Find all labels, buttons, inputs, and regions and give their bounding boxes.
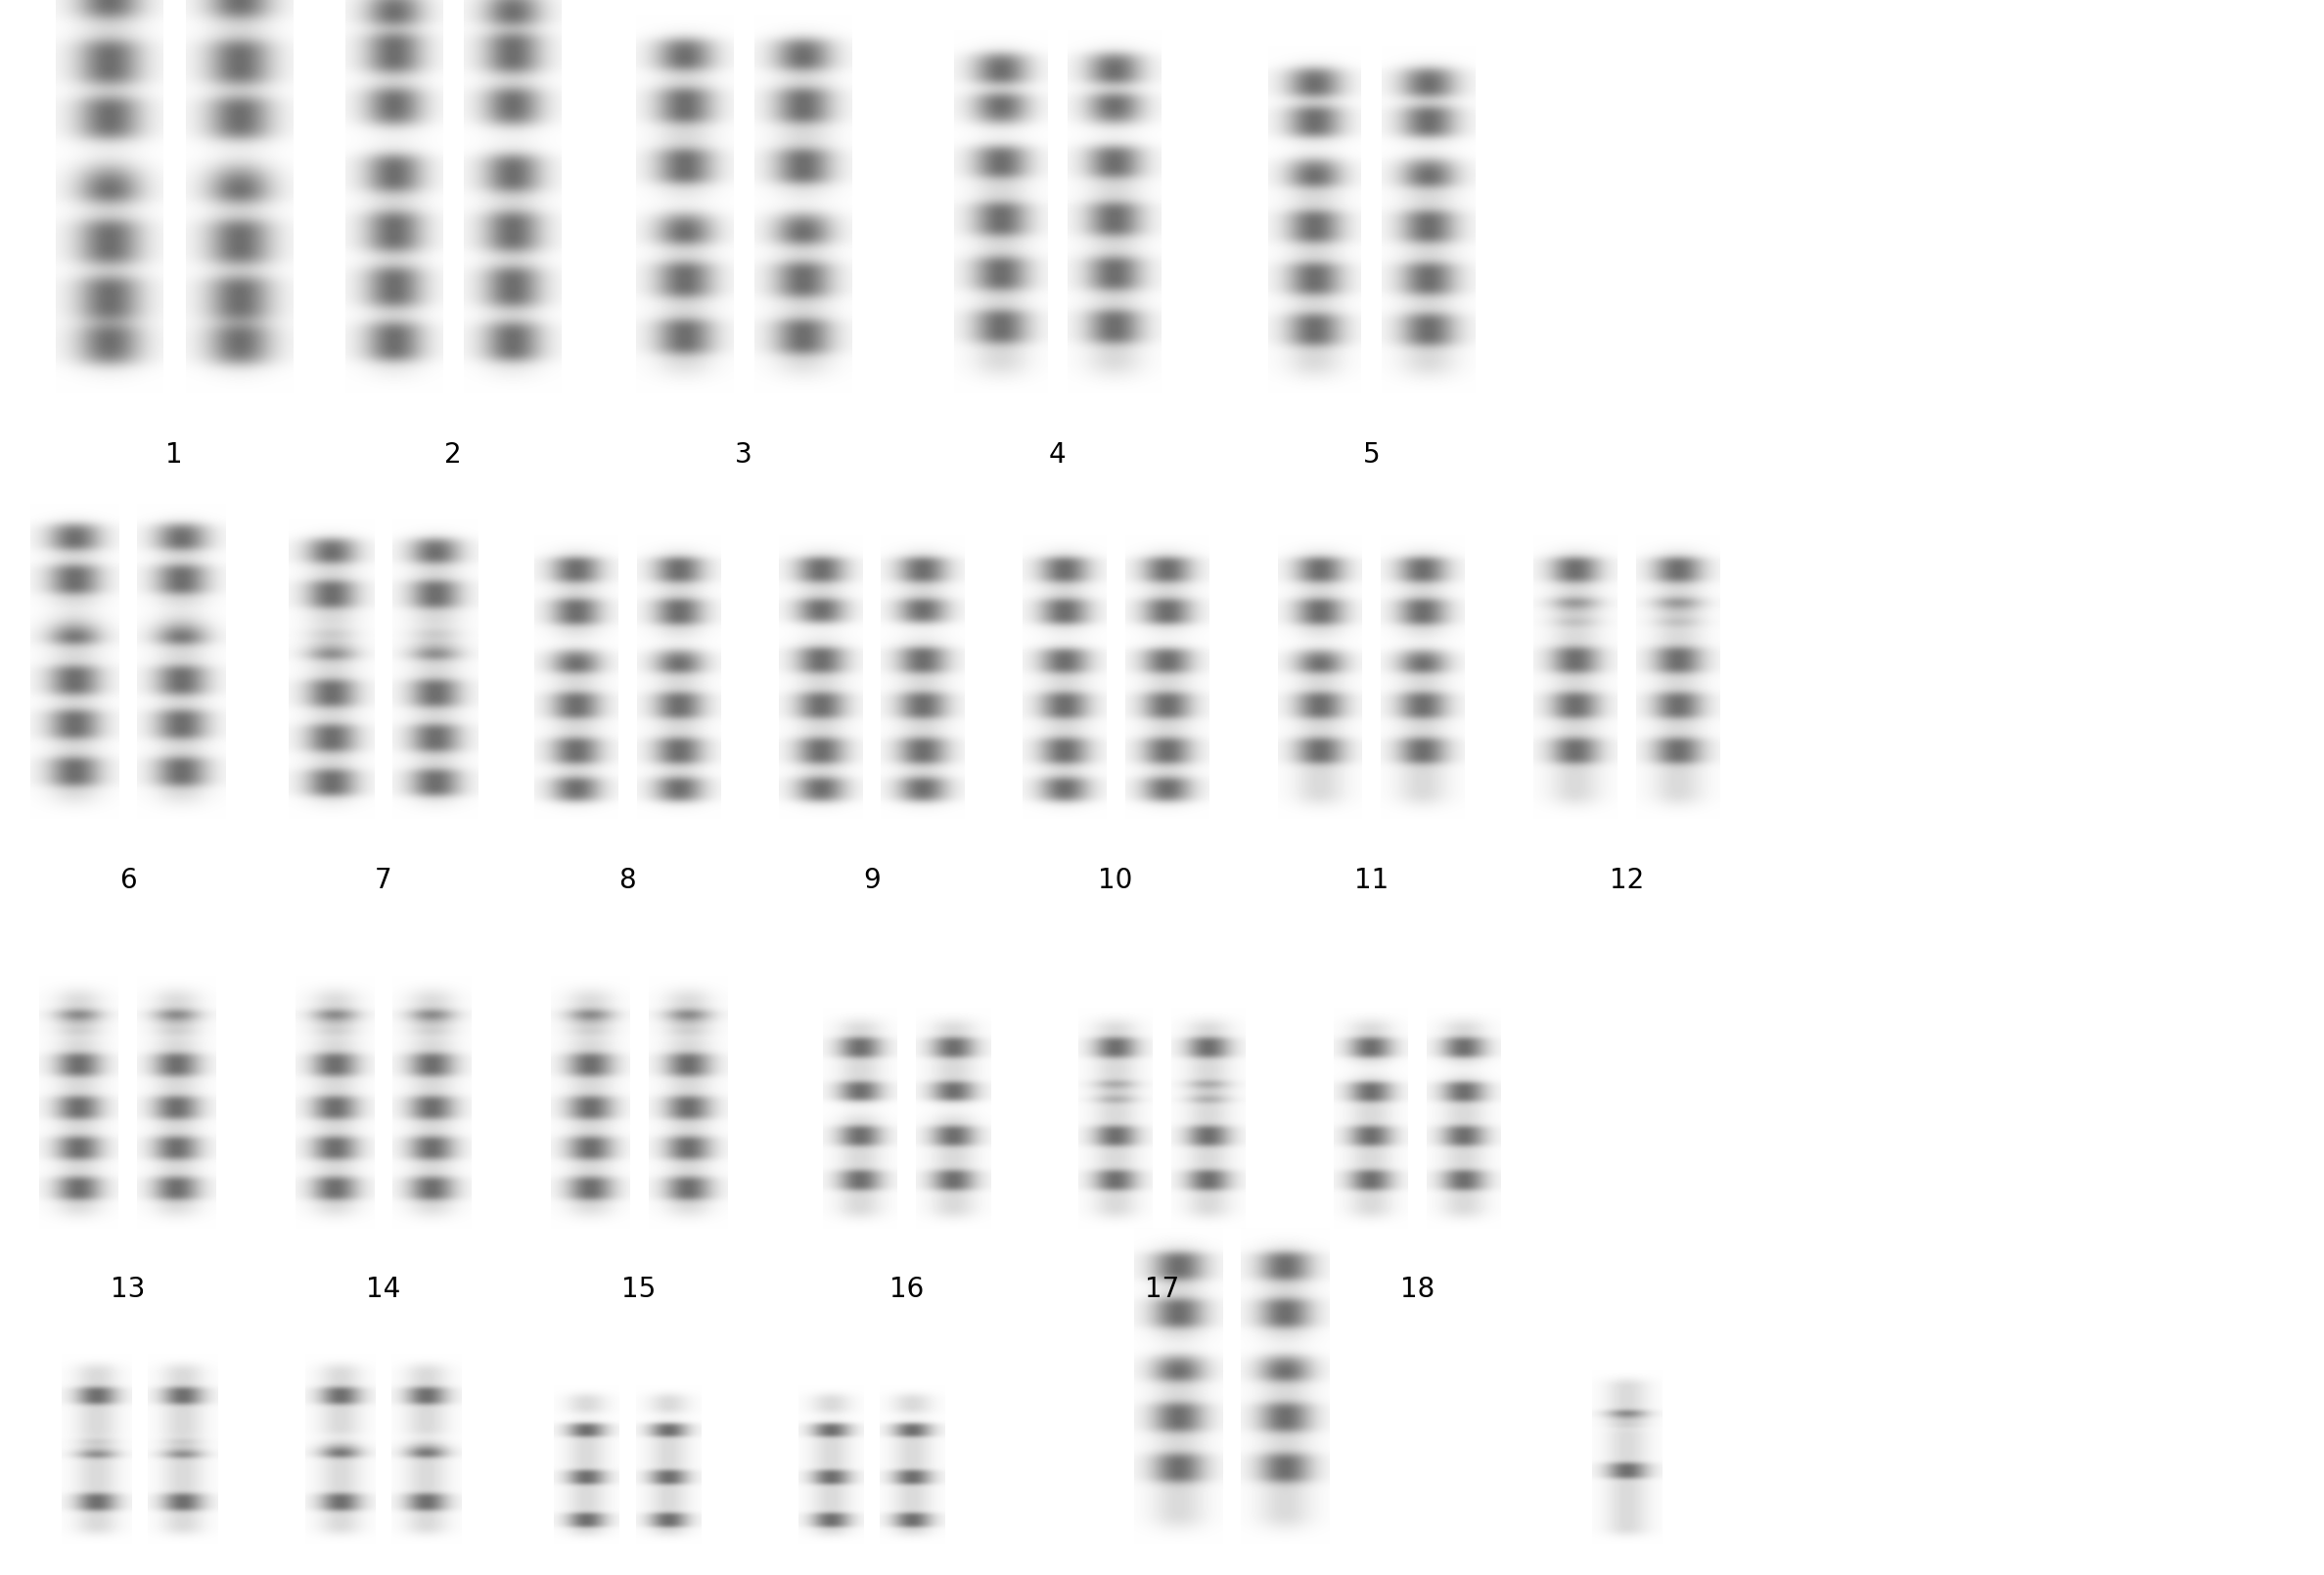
- Text: 10: 10: [1099, 866, 1132, 893]
- Text: 6: 6: [119, 866, 137, 893]
- Text: 15: 15: [623, 1276, 655, 1303]
- Text: 11: 11: [1355, 866, 1387, 893]
- Text: 8: 8: [618, 866, 637, 893]
- Text: 1: 1: [165, 441, 184, 468]
- Text: 16: 16: [890, 1276, 923, 1303]
- Text: 18: 18: [1401, 1276, 1434, 1303]
- Text: 2: 2: [444, 441, 462, 468]
- Text: 9: 9: [862, 866, 881, 893]
- Text: 7: 7: [374, 866, 393, 893]
- Text: 13: 13: [112, 1276, 144, 1303]
- Text: 14: 14: [367, 1276, 400, 1303]
- Text: 5: 5: [1362, 441, 1380, 468]
- Text: 4: 4: [1048, 441, 1067, 468]
- Text: 3: 3: [734, 441, 753, 468]
- Text: 17: 17: [1146, 1276, 1178, 1303]
- Text: 12: 12: [1611, 866, 1643, 893]
